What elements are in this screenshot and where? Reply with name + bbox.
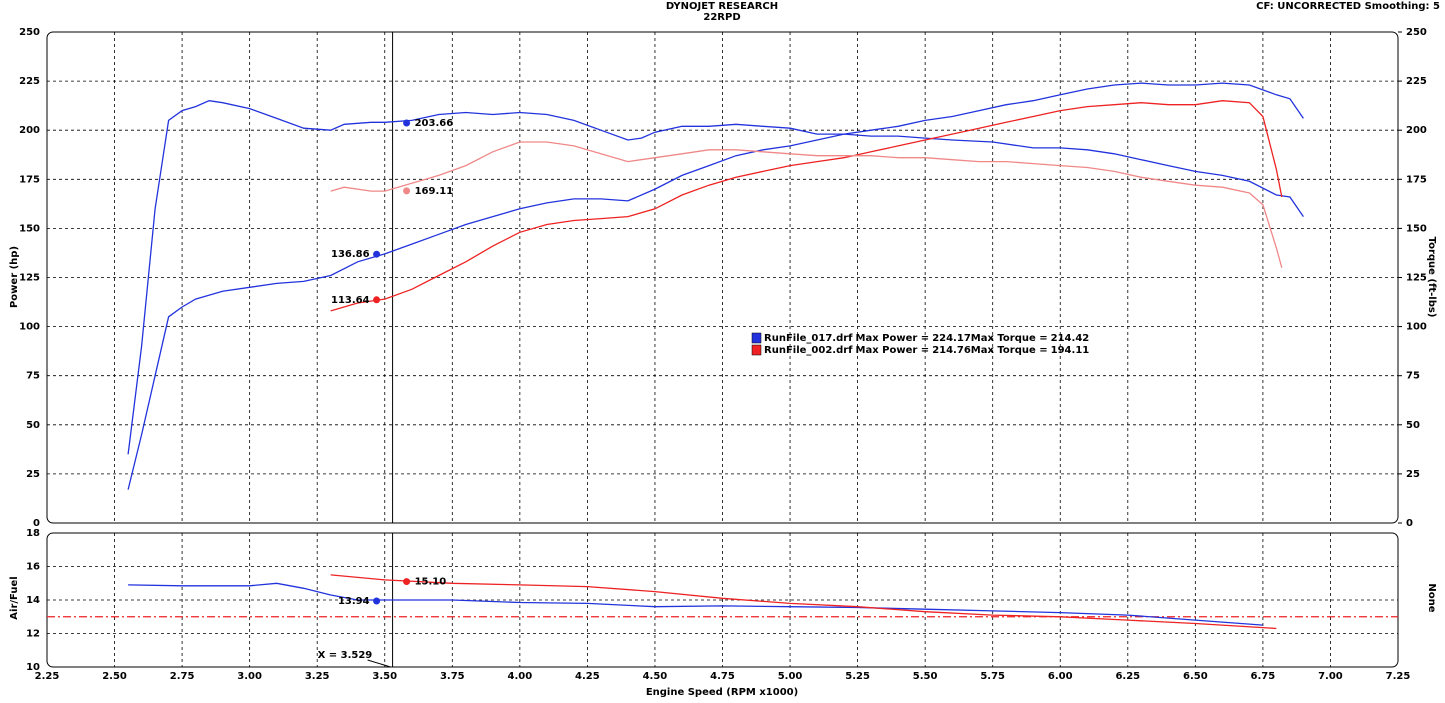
y-tick-label: 225 [19, 76, 40, 87]
y2-tick-label: 25 [1406, 469, 1420, 480]
y2-axis-label: None [1426, 583, 1437, 612]
x-tick-label: 4.75 [710, 671, 735, 682]
y-tick-label: 125 [19, 273, 40, 284]
x-tick-label: 5.00 [778, 671, 803, 682]
y2-tick-label: 175 [1406, 174, 1427, 185]
max-torque: 194.11 [1051, 345, 1090, 356]
y2-tick-label: 100 [1406, 322, 1427, 333]
cursor-readout: 13.94 [338, 596, 370, 607]
max-torque: 214.42 [1051, 333, 1090, 344]
x-tick-label: 4.25 [575, 671, 600, 682]
cursor-pointer [367, 659, 391, 668]
legend-swatch [751, 344, 762, 356]
y2-tick-label: 150 [1406, 223, 1427, 234]
x-tick-label: 4.50 [643, 671, 668, 682]
x-tick-label: 6.25 [1115, 671, 1140, 682]
y2-axis-label: Torque (ft-lbs) [1426, 237, 1437, 318]
y-tick-label: 150 [19, 223, 40, 234]
settings-note: CF: UNCORRECTED Smoothing: 5 [1256, 1, 1440, 12]
cursor-marker [403, 578, 411, 586]
data-line [330, 100, 1283, 312]
y-tick-label: 50 [26, 420, 40, 431]
x-axis-label: Engine Speed (RPM x1000) [646, 687, 798, 698]
y2-tick-label: 250 [1406, 27, 1427, 38]
plot-frame [46, 532, 1399, 668]
cursor-marker [403, 119, 411, 127]
cursor-marker [373, 250, 381, 258]
y-tick-label: 14 [26, 595, 40, 606]
x-tick-label: 3.25 [305, 671, 330, 682]
cursor-label: X = 3.529 [318, 650, 373, 661]
x-tick-label: 5.50 [913, 671, 938, 682]
y2-tick-label: 75 [1406, 371, 1420, 382]
data-line [127, 82, 1304, 490]
cursor-readout: 15.10 [415, 577, 447, 588]
chart-subtitle: 22RPD [703, 12, 740, 23]
y-tick-label: 12 [26, 629, 40, 640]
y2-tick-label: 50 [1406, 420, 1420, 431]
y-tick-label: 10 [26, 662, 40, 673]
x-tick-label: 7.25 [1386, 671, 1411, 682]
x-tick-label: 3.50 [372, 671, 397, 682]
legend-label: Max Power = [856, 345, 930, 356]
data-line [128, 582, 1263, 626]
y-tick-label: 25 [26, 469, 40, 480]
max-power: 214.76 [932, 345, 971, 356]
data-line [127, 100, 1304, 455]
y-tick-label: 175 [19, 174, 40, 185]
max-power: 224.17 [932, 333, 971, 344]
y2-tick-label: 225 [1406, 76, 1427, 87]
x-tick-label: 5.75 [980, 671, 1005, 682]
x-tick-label: 5.25 [845, 671, 870, 682]
y-tick-label: 200 [19, 125, 40, 136]
cursor-marker [373, 597, 381, 605]
legend-label: Max Torque = [971, 345, 1048, 356]
y2-tick-label: 0 [1406, 518, 1413, 529]
y2-tick-label: 125 [1406, 273, 1427, 284]
x-tick-label: 6.75 [1251, 671, 1276, 682]
cursor-readout: 136.86 [331, 249, 370, 260]
cursor-readout: 113.64 [331, 295, 370, 306]
y-tick-label: 0 [33, 518, 40, 529]
y-axis-label: Air/Fuel [9, 576, 20, 619]
legend-label: Max Torque = [971, 333, 1048, 344]
legend-name: RunFile_017.drf [764, 333, 853, 344]
legend-entry: RunFile_017.drf Max Power = 224.17Max Torq… [764, 333, 1089, 344]
x-tick-label: 7.00 [1318, 671, 1343, 682]
x-tick-label: 3.00 [237, 671, 262, 682]
x-tick-label: 2.75 [170, 671, 195, 682]
plot-frame [46, 31, 1399, 524]
chart-title: DYNOJET RESEARCH [666, 1, 778, 12]
y-tick-label: 100 [19, 322, 40, 333]
cursor-readout: 203.66 [415, 118, 454, 129]
y-tick-label: 18 [26, 528, 40, 539]
data-line [330, 574, 1277, 630]
y-tick-label: 16 [26, 562, 40, 573]
cursor-marker [403, 187, 411, 195]
y2-tick-label: 200 [1406, 125, 1427, 136]
x-tick-label: 6.00 [1048, 671, 1073, 682]
cursor-marker [373, 296, 381, 304]
x-tick-label: 2.25 [35, 671, 60, 682]
y-axis-label: Power (hp) [9, 246, 20, 308]
x-tick-label: 4.00 [508, 671, 533, 682]
legend-entry: RunFile_002.drf Max Power = 214.76Max Torq… [764, 345, 1089, 356]
legend-name: RunFile_002.drf [764, 345, 853, 356]
x-tick-label: 2.50 [102, 671, 127, 682]
y-tick-label: 250 [19, 27, 40, 38]
data-line [330, 141, 1283, 268]
legend-swatch [751, 332, 762, 344]
legend-label: Max Power = [856, 333, 930, 344]
x-tick-label: 3.75 [440, 671, 465, 682]
x-tick-label: 6.50 [1183, 671, 1208, 682]
y-tick-label: 75 [26, 371, 40, 382]
cursor-readout: 169.11 [415, 186, 454, 197]
